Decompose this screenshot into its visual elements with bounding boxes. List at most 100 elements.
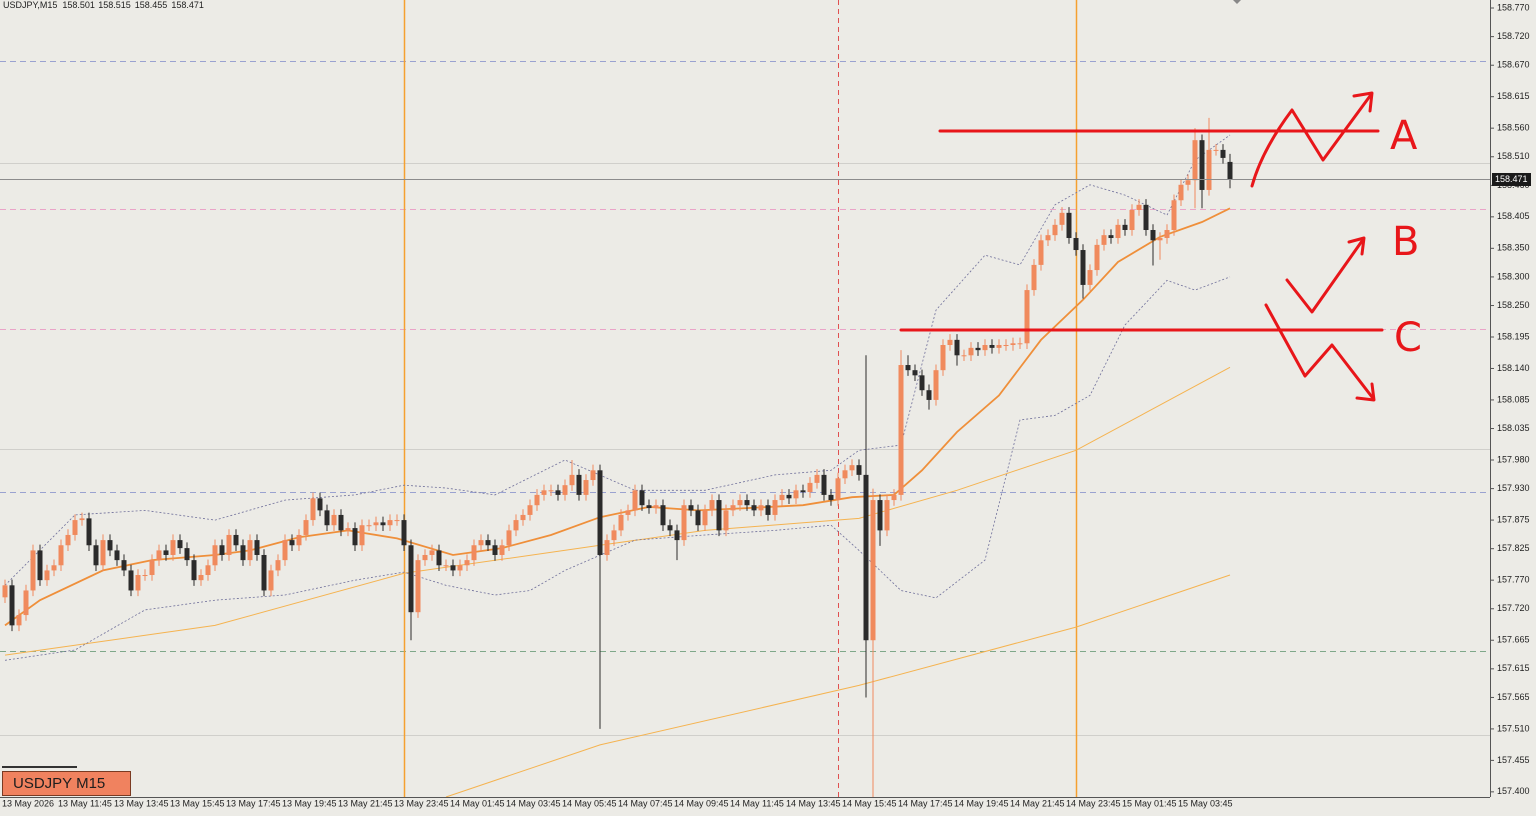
- y-tick-label: 157.455: [1497, 755, 1530, 765]
- close: 158.471: [171, 0, 204, 10]
- candle-body: [100, 540, 106, 566]
- candle-body: [233, 534, 239, 546]
- candle-body: [226, 534, 232, 555]
- candle-body: [1038, 240, 1044, 265]
- y-tick-label: 157.875: [1497, 514, 1530, 524]
- candle-body: [268, 570, 274, 591]
- candle-body: [359, 525, 365, 546]
- candle-body: [282, 540, 288, 561]
- candle-body: [499, 545, 505, 555]
- candle-body: [464, 560, 470, 566]
- y-tick-label: 157.565: [1497, 692, 1530, 702]
- annotation: C: [1394, 315, 1422, 361]
- candle-body: [1136, 204, 1142, 210]
- candle-body: [520, 514, 526, 521]
- y-tick-label: 157.930: [1497, 483, 1530, 493]
- candle-body: [1115, 224, 1121, 239]
- candle-body: [394, 520, 400, 522]
- candle-body: [422, 554, 428, 561]
- y-tick-label: 157.615: [1497, 663, 1530, 673]
- candle-body: [261, 554, 267, 591]
- y-tick-label: 157.400: [1497, 786, 1530, 796]
- candle-body: [51, 565, 57, 571]
- candle-body: [702, 510, 708, 526]
- candle-body: [800, 490, 806, 493]
- candle-body: [975, 347, 981, 351]
- candle-body: [1003, 345, 1009, 347]
- candle-body: [219, 545, 225, 555]
- marker: [1233, 0, 1241, 4]
- candle-body: [1045, 235, 1051, 241]
- candle-body: [821, 474, 827, 495]
- candle-body: [765, 505, 771, 515]
- candle-body: [674, 530, 680, 541]
- candle-body: [114, 550, 120, 561]
- candle-body: [751, 505, 757, 511]
- candle-body: [443, 565, 449, 567]
- symbol-label: USDJPY M15: [13, 775, 105, 792]
- x-tick-label: 14 May 11:45: [730, 798, 784, 808]
- candle-body: [541, 490, 547, 495]
- annotation: B: [1392, 219, 1419, 265]
- y-tick-label: 157.510: [1497, 723, 1530, 733]
- candle-body: [905, 365, 911, 371]
- x-tick-label: 14 May 13:45: [786, 798, 841, 808]
- candle-body: [982, 345, 988, 351]
- candle-body: [1052, 224, 1058, 236]
- candle-body: [569, 474, 575, 486]
- arrow-head: [1352, 91, 1374, 113]
- candle-body: [149, 560, 155, 576]
- candle-body: [289, 540, 295, 546]
- candle-body: [688, 505, 694, 511]
- candle-body: [835, 478, 841, 501]
- candle-body: [604, 540, 610, 555]
- x-tick-label: 13 May 19:45: [282, 798, 337, 808]
- candle-body: [65, 534, 71, 546]
- candle-body: [450, 565, 456, 571]
- candle-body: [44, 570, 50, 581]
- candle-body: [989, 345, 995, 348]
- candle-body: [730, 505, 736, 511]
- candle-body: [205, 565, 211, 576]
- high: 158.515: [98, 0, 131, 10]
- candle-body: [254, 540, 260, 555]
- y-tick-label: 158.615: [1497, 91, 1530, 101]
- candle-body: [513, 520, 519, 531]
- y-tick-label: 157.720: [1497, 603, 1530, 613]
- candle-body: [877, 500, 883, 531]
- candle-body: [807, 482, 813, 493]
- candle-body: [842, 470, 848, 479]
- candle-body: [184, 548, 190, 561]
- candle-body: [618, 514, 624, 531]
- candle-body: [660, 505, 666, 526]
- candle-body: [1164, 230, 1170, 239]
- candle-body: [576, 474, 582, 495]
- candle-body: [555, 490, 561, 495]
- candle-body: [898, 365, 904, 495]
- x-tick-label: 13 May 11:45: [58, 798, 112, 808]
- candle-body: [1171, 200, 1177, 231]
- candle-body: [681, 505, 687, 541]
- symbol-box: [2, 771, 131, 796]
- arrow-head: [1347, 236, 1366, 256]
- candle-body: [429, 550, 435, 555]
- x-tick-label: 15 May 03:45: [1178, 798, 1233, 808]
- candle-body: [1178, 184, 1184, 201]
- candle-body: [352, 528, 358, 546]
- candle-body: [128, 570, 134, 591]
- candle-body: [1108, 235, 1114, 239]
- candle-body: [212, 545, 218, 566]
- candle-body: [737, 500, 743, 506]
- candle-body: [156, 550, 162, 561]
- candle-body: [471, 545, 477, 561]
- y-tick-label: 158.035: [1497, 423, 1530, 433]
- candle-body: [79, 518, 85, 521]
- candle-body: [1073, 238, 1079, 251]
- y-tick-label: 158.300: [1497, 271, 1530, 281]
- y-tick-label: 158.405: [1497, 211, 1530, 221]
- candle-body: [373, 522, 379, 526]
- candle-body: [632, 490, 638, 511]
- indicator-line: [445, 574, 1231, 798]
- candle-body: [303, 520, 309, 535]
- candle-body: [947, 339, 953, 346]
